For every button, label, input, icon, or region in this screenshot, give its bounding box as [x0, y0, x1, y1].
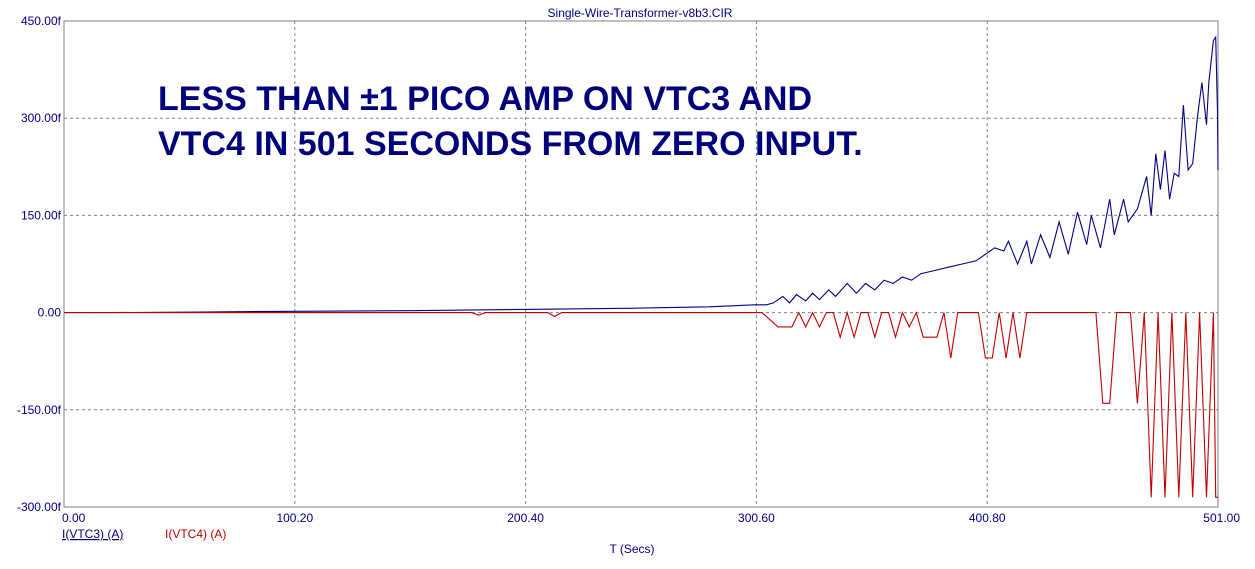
- series-lines: [64, 35, 1219, 498]
- x-axis-label: T (Secs): [609, 542, 654, 556]
- y-tick-label: 0.00: [38, 306, 62, 320]
- x-axis-ticks: 0.00 100.20 200.40 300.60 400.80 501.00: [62, 511, 1240, 525]
- series-line-vtc3: [64, 35, 1219, 314]
- y-tick-label: 300.00f: [21, 111, 62, 125]
- y-axis-ticks: 450.00f 300.00f 150.00f 0.00 -150.00f -300.00…: [17, 14, 62, 514]
- x-tick-label: 501.00: [1203, 511, 1240, 525]
- annotation-line-2: VTC4 IN 501 SECONDS FROM ZERO INPUT.: [158, 125, 863, 163]
- grid: [64, 21, 1218, 507]
- legend-series-vtc4: I(VTC4) (A): [165, 527, 226, 541]
- series-line-vtc4: [64, 310, 1218, 498]
- y-tick-label: 450.00f: [21, 14, 62, 28]
- plot-area: [63, 20, 1219, 508]
- y-tick-label: 150.00f: [21, 208, 62, 222]
- annotation-line-1: LESS THAN ±1 PICO AMP ON VTC3 AND: [158, 80, 812, 118]
- x-tick-label: 400.80: [969, 511, 1006, 525]
- chart-title: Single-Wire-Transformer-v8b3.CIR: [548, 6, 733, 20]
- legend-series-vtc3: I(VTC3) (A): [62, 527, 123, 541]
- x-tick-label: 200.40: [507, 511, 544, 525]
- y-tick-label: -300.00f: [17, 500, 62, 514]
- x-tick-label: 0.00: [62, 511, 86, 525]
- x-tick-label: 100.20: [276, 511, 313, 525]
- y-tick-label: -150.00f: [17, 403, 62, 417]
- x-tick-label: 300.60: [738, 511, 775, 525]
